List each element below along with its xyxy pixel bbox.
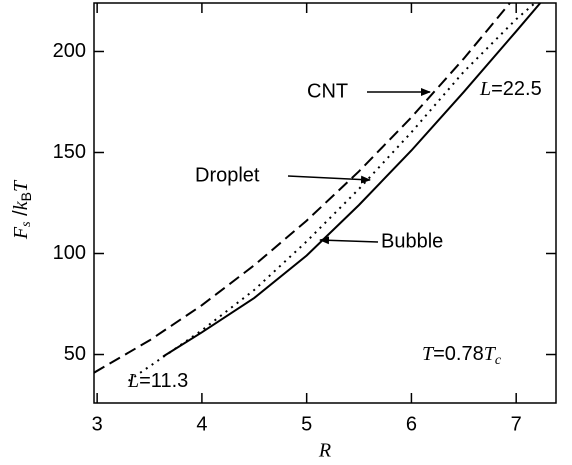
arrow xyxy=(319,236,379,245)
series-line xyxy=(128,3,536,382)
series-annotation: CNT xyxy=(307,80,348,102)
series-annotation: Droplet xyxy=(195,164,260,186)
y-label-part: T xyxy=(10,179,32,192)
t-part: c xyxy=(495,353,502,368)
l-part: L xyxy=(479,78,491,100)
y-label-part: B xyxy=(18,192,34,201)
x-tick-label: 5 xyxy=(301,413,312,435)
l-part: =22.5 xyxy=(491,78,542,100)
y-tick-label: 100 xyxy=(53,242,86,264)
series-line xyxy=(162,3,542,358)
series-annotation: Bubble xyxy=(381,230,443,252)
x-tick-label: 7 xyxy=(511,413,522,435)
x-tick-label: 4 xyxy=(196,413,207,435)
y-axis-label: Fs /kBT xyxy=(10,179,35,240)
plot-frame xyxy=(93,2,557,404)
y-tick-label: 150 xyxy=(53,141,86,163)
l-large-label: L=22.5 xyxy=(479,78,542,101)
x-tick-label: 3 xyxy=(92,413,103,435)
x-axis-label: R xyxy=(318,440,331,462)
y-label-part: k xyxy=(10,200,32,210)
temperature-label: T=0.78Tc xyxy=(422,343,502,369)
x-tick-label: 6 xyxy=(406,413,417,435)
y-tick-label: 200 xyxy=(53,40,86,62)
t-part: T xyxy=(484,343,497,365)
series-line xyxy=(94,3,511,374)
y-tick-label: 50 xyxy=(64,343,86,365)
y-label-part: / xyxy=(10,210,32,222)
l-small-label: L=11.3 xyxy=(127,370,188,393)
y-label-part: s xyxy=(19,221,34,227)
l-part: =11.3 xyxy=(139,370,188,392)
arrow xyxy=(287,175,371,184)
t-part: T xyxy=(422,343,435,365)
y-label-part: F xyxy=(10,226,32,240)
l-part: L xyxy=(127,370,139,392)
t-part: =0.78 xyxy=(433,343,484,365)
